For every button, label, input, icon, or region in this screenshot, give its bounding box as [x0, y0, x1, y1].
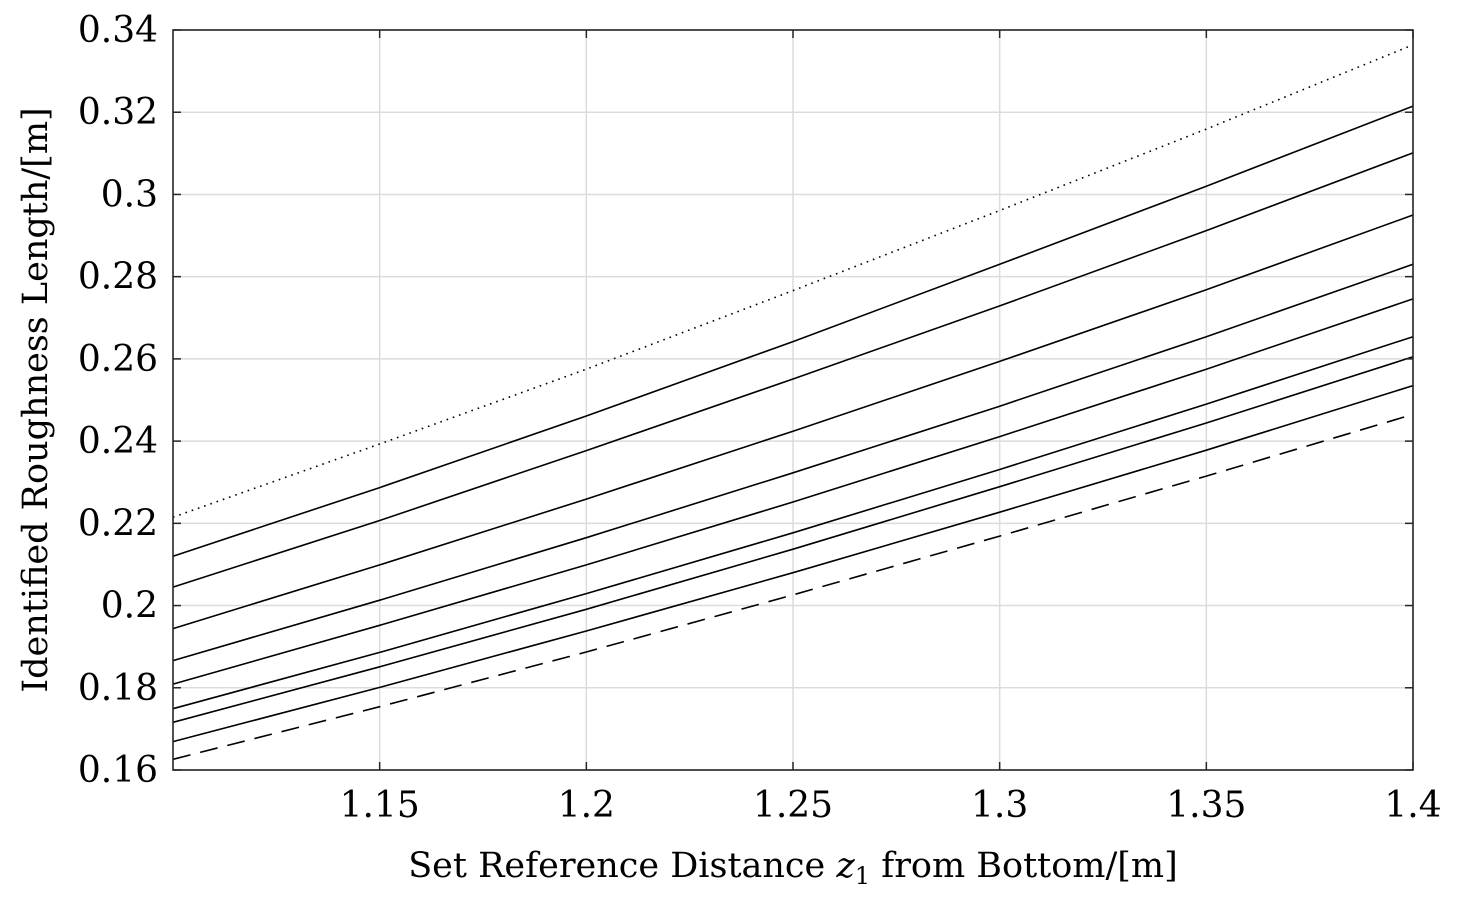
- y-axis-label: Identified Roughness Length/[m]: [16, 107, 56, 692]
- x-axis-label: Set Reference Distance z1 from Bottom/[m…: [408, 846, 1178, 890]
- ticks: [173, 29, 1414, 771]
- grid: [173, 29, 1414, 771]
- x-tick-label: 1.2: [558, 785, 615, 826]
- y-tick-label: 0.22: [78, 503, 158, 544]
- series-line-2: [172, 105, 1414, 557]
- y-tick-label: 0.3: [101, 174, 158, 215]
- series-line-6: [172, 298, 1414, 685]
- series-line-4: [172, 214, 1414, 630]
- y-tick-label: 0.16: [78, 750, 158, 791]
- x-tick-labels: 1.15 1.2 1.25 1.3 1.35 1.4: [340, 785, 1442, 826]
- series-line-5: [172, 263, 1414, 662]
- x-tick-label: 1.4: [1384, 785, 1441, 826]
- series-line-3: [172, 152, 1414, 588]
- y-tick-label: 0.24: [78, 421, 158, 462]
- series-group: [172, 44, 1414, 761]
- y-tick-labels: 0.16 0.18 0.2 0.22 0.24 0.26 0.28 0.3 0.32 0.34: [78, 10, 158, 791]
- y-tick-label: 0.32: [78, 92, 158, 133]
- x-tick-label: 1.25: [753, 785, 833, 826]
- series-line-10: [172, 413, 1414, 761]
- x-axis-label-text-after: from Bottom/[m]: [870, 846, 1178, 886]
- x-tick-label: 1.3: [971, 785, 1028, 826]
- y-tick-label: 0.34: [78, 10, 158, 51]
- y-tick-label: 0.2: [101, 586, 158, 627]
- y-tick-label: 0.28: [78, 257, 158, 298]
- x-axis-label-text-before: Set Reference Distance: [408, 846, 836, 886]
- x-tick-label: 1.35: [1166, 785, 1246, 826]
- y-tick-label: 0.26: [78, 339, 158, 380]
- series-line-8: [172, 356, 1414, 724]
- x-axis-label-subscript: 1: [855, 862, 870, 890]
- series-line-1: [172, 44, 1414, 518]
- x-tick-label: 1.15: [340, 785, 420, 826]
- x-axis-label-variable: z: [835, 846, 855, 886]
- series-line-7: [172, 335, 1414, 710]
- series-line-9: [172, 384, 1414, 743]
- y-tick-label: 0.18: [78, 668, 158, 709]
